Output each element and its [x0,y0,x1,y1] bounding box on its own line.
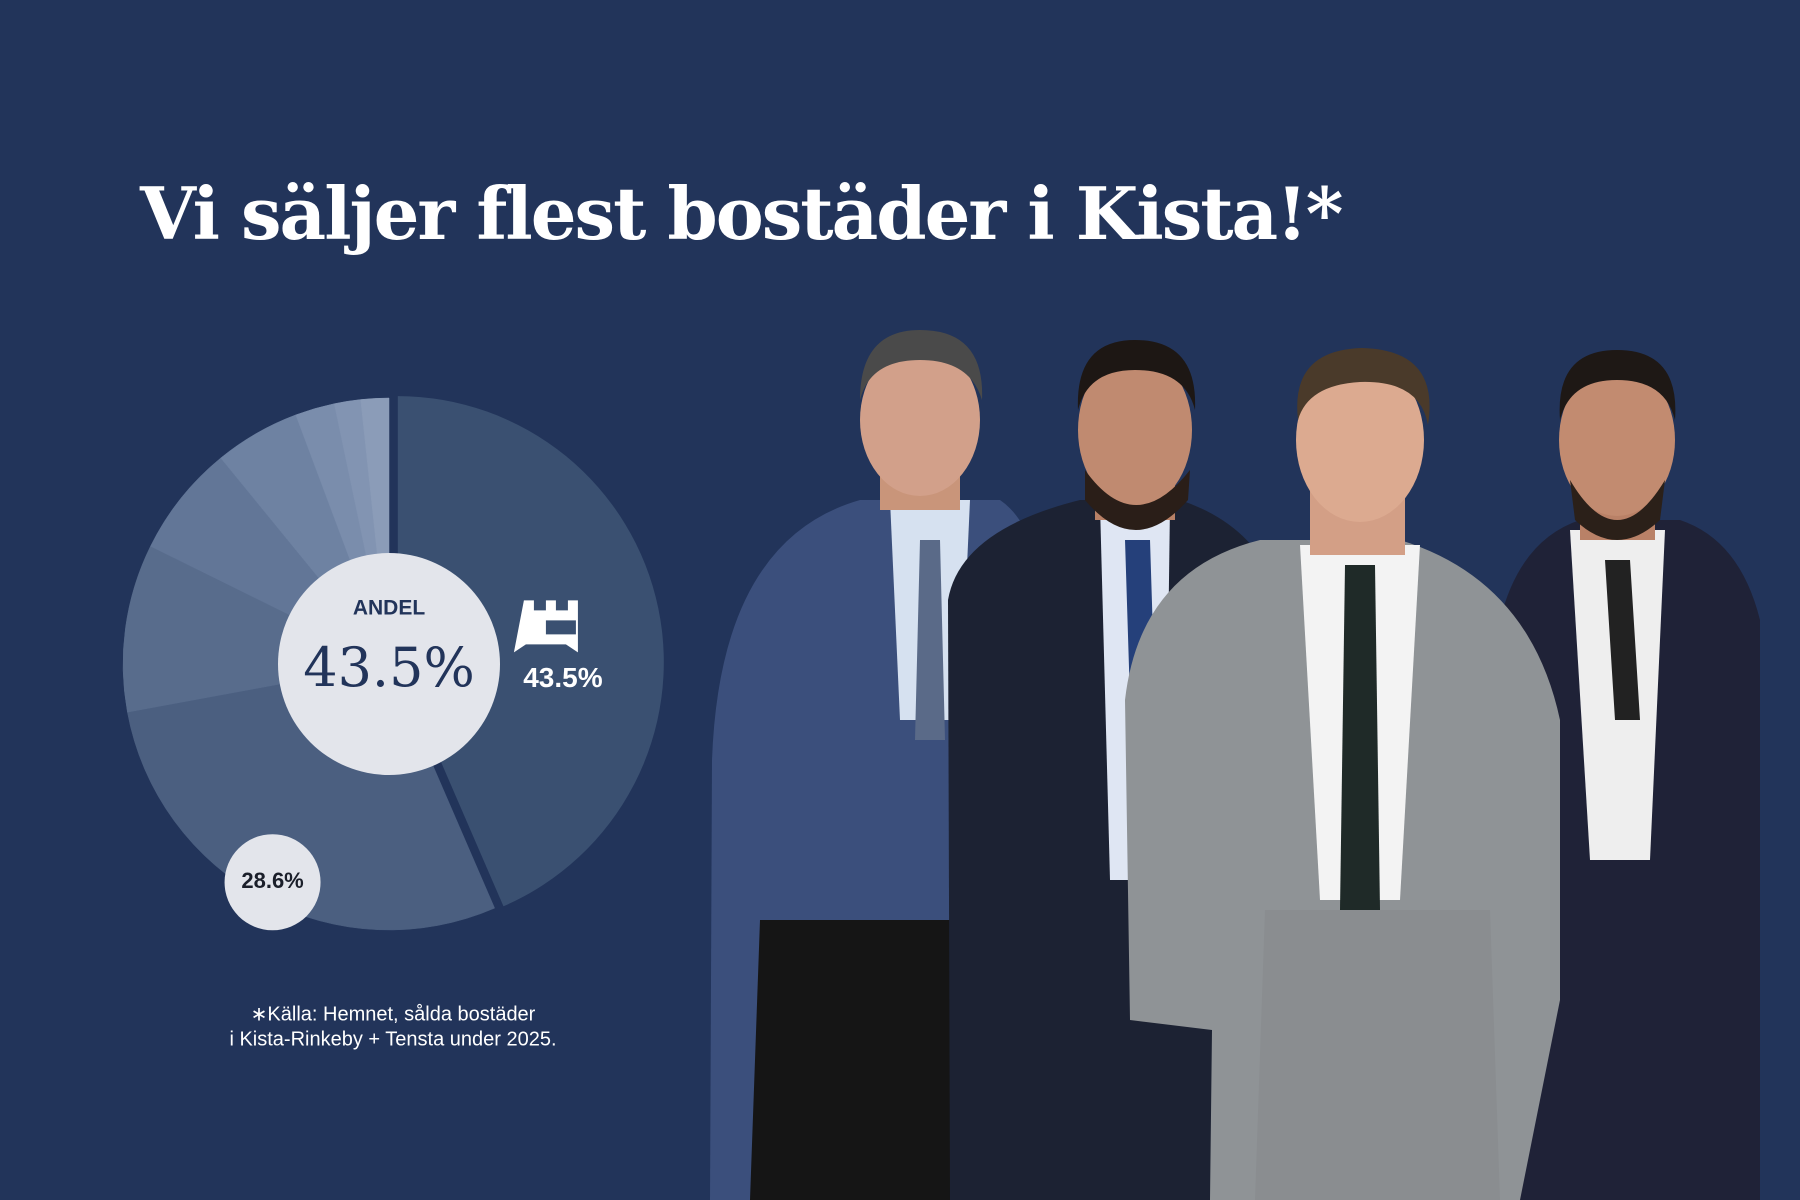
pie-chart: ANDEL 43.5% 43.5% 28.6% [122,396,664,931]
person [1125,348,1560,1200]
center-value: 43.5% [303,636,475,699]
center-disc [278,553,500,775]
pie-slice [397,396,664,907]
footnote: ∗Källa: Hemnet, sålda bostäder [251,1003,536,1025]
brand-logo [513,600,578,653]
center-label: ANDEL [353,597,426,620]
person [1500,350,1760,1200]
footnote: i Kista-Rinkeby + Tensta under 2025. [229,1028,556,1050]
slice-label: 28.6% [241,868,303,893]
slice-label: 43.5% [523,662,602,693]
label-bubble [224,834,321,931]
team-photo [710,330,1760,1200]
title: Vi säljer flest bostäder i Kista!* [139,171,1343,256]
